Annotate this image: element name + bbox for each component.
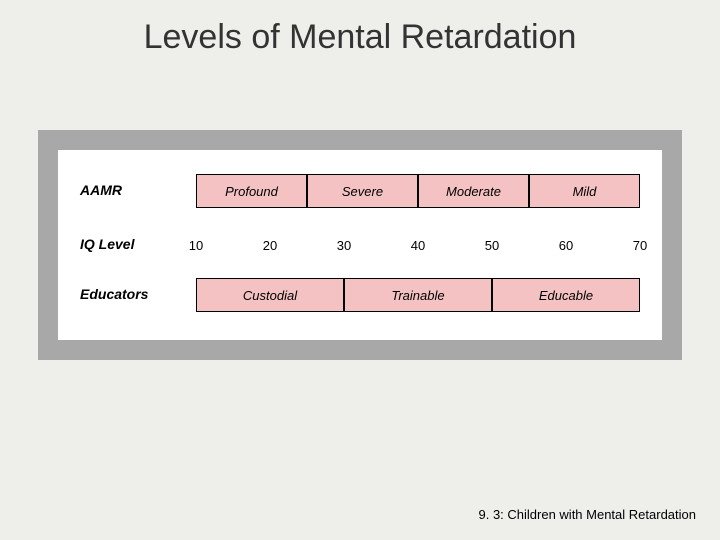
educators-cell-custodial: Custodial: [196, 278, 344, 312]
aamr-cell-profound: Profound: [196, 174, 307, 208]
iq-tick-50: 50: [485, 238, 499, 253]
aamr-cell-moderate: Moderate: [418, 174, 529, 208]
row-label-aamr: AAMR: [80, 182, 122, 198]
figure-frame: AAMR IQ Level Educators ProfoundSevereMo…: [38, 130, 682, 360]
iq-tick-60: 60: [559, 238, 573, 253]
aamr-cell-mild: Mild: [529, 174, 640, 208]
iq-tick-20: 20: [263, 238, 277, 253]
aamr-cell-severe: Severe: [307, 174, 418, 208]
footer-caption: 9. 3: Children with Mental Retardation: [478, 507, 696, 522]
figure-inner: AAMR IQ Level Educators ProfoundSevereMo…: [58, 150, 662, 340]
educators-cell-educable: Educable: [492, 278, 640, 312]
iq-tick-30: 30: [337, 238, 351, 253]
row-label-educators: Educators: [80, 286, 148, 302]
educators-cell-trainable: Trainable: [344, 278, 492, 312]
row-label-iq: IQ Level: [80, 236, 134, 252]
iq-tick-40: 40: [411, 238, 425, 253]
iq-tick-70: 70: [633, 238, 647, 253]
page-title: Levels of Mental Retardation: [0, 18, 720, 57]
iq-tick-10: 10: [189, 238, 203, 253]
